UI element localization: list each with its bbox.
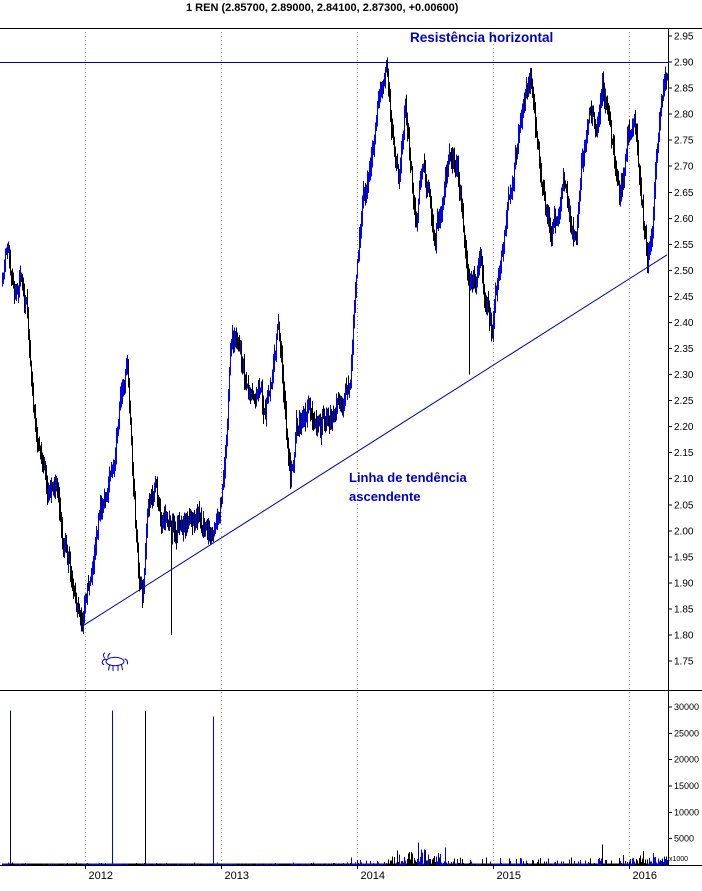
price-axis-label: 2.40 bbox=[674, 318, 694, 329]
price-axis-label: 2.90 bbox=[674, 58, 694, 69]
price-axis-label: 2.55 bbox=[674, 240, 694, 251]
price-axis-label: 2.05 bbox=[674, 500, 694, 511]
trendline-annotation-line1: Linha de tendência bbox=[349, 470, 467, 485]
trendline-annotation-line2: ascendente bbox=[349, 489, 421, 504]
volume-axis-label: 20000 bbox=[674, 755, 699, 765]
x-axis-year-label: 2013 bbox=[225, 870, 249, 882]
price-axis-label: 2.10 bbox=[674, 474, 694, 485]
ascending-trendline bbox=[80, 254, 668, 628]
price-axis-label: 2.15 bbox=[674, 448, 694, 459]
volume-unit-label: x1000 bbox=[669, 856, 688, 863]
price-axis-label: 2.80 bbox=[674, 110, 694, 121]
price-axis-label: 2.60 bbox=[674, 214, 694, 225]
price-axis-label: 2.70 bbox=[674, 162, 694, 173]
chart-title: 1 REN (2.85700, 2.89000, 2.84100, 2.8730… bbox=[186, 2, 459, 14]
price-axis-label: 2.85 bbox=[674, 84, 694, 95]
price-axis-label: 2.30 bbox=[674, 370, 694, 381]
year-gridlines bbox=[85, 28, 630, 865]
x-axis-year-label: 2015 bbox=[497, 870, 521, 882]
volume-bars bbox=[2, 710, 668, 865]
price-axis-label: 1.90 bbox=[674, 578, 694, 589]
price-axis-label: 2.65 bbox=[674, 188, 694, 199]
x-axis-year-label: 2016 bbox=[633, 870, 657, 882]
price-axis-label: 2.25 bbox=[674, 396, 694, 407]
volume-axis-label: 15000 bbox=[674, 781, 699, 791]
volume-axis-label: 30000 bbox=[674, 702, 699, 712]
axes: 2.95 2.90 2.85 2.80 2.75 2.70 2.65 2.60 2.55 2.50… bbox=[0, 28, 702, 882]
volume-axis-label: 5000 bbox=[674, 834, 694, 844]
price-axis-label: 2.75 bbox=[674, 136, 694, 147]
price-axis-label: 2.20 bbox=[674, 422, 694, 433]
price-axis-label: 2.35 bbox=[674, 344, 694, 355]
volume-axis-label: 10000 bbox=[674, 807, 699, 817]
x-axis-year-label: 2012 bbox=[89, 870, 113, 882]
price-axis-label: 2.50 bbox=[674, 266, 694, 277]
price-axis-label: 1.95 bbox=[674, 552, 694, 563]
volume-axis-label: 25000 bbox=[674, 728, 699, 738]
price-axis-label: 1.80 bbox=[674, 631, 694, 642]
price-axis-label: 1.85 bbox=[674, 604, 694, 615]
resistance-annotation: Resistência horizontal bbox=[410, 30, 554, 45]
price-axis-label: 2.95 bbox=[674, 32, 694, 43]
price-axis-label: 1.75 bbox=[674, 657, 694, 668]
price-axis-label: 2.45 bbox=[674, 292, 694, 303]
x-axis-year-label: 2014 bbox=[361, 870, 385, 882]
trendline-annotation: Linha de tendência ascendente bbox=[349, 468, 467, 506]
bull-icon bbox=[100, 651, 130, 678]
price-bars bbox=[2, 57, 668, 635]
analysis-lines bbox=[0, 62, 668, 628]
price-axis-label: 2.00 bbox=[674, 526, 694, 537]
